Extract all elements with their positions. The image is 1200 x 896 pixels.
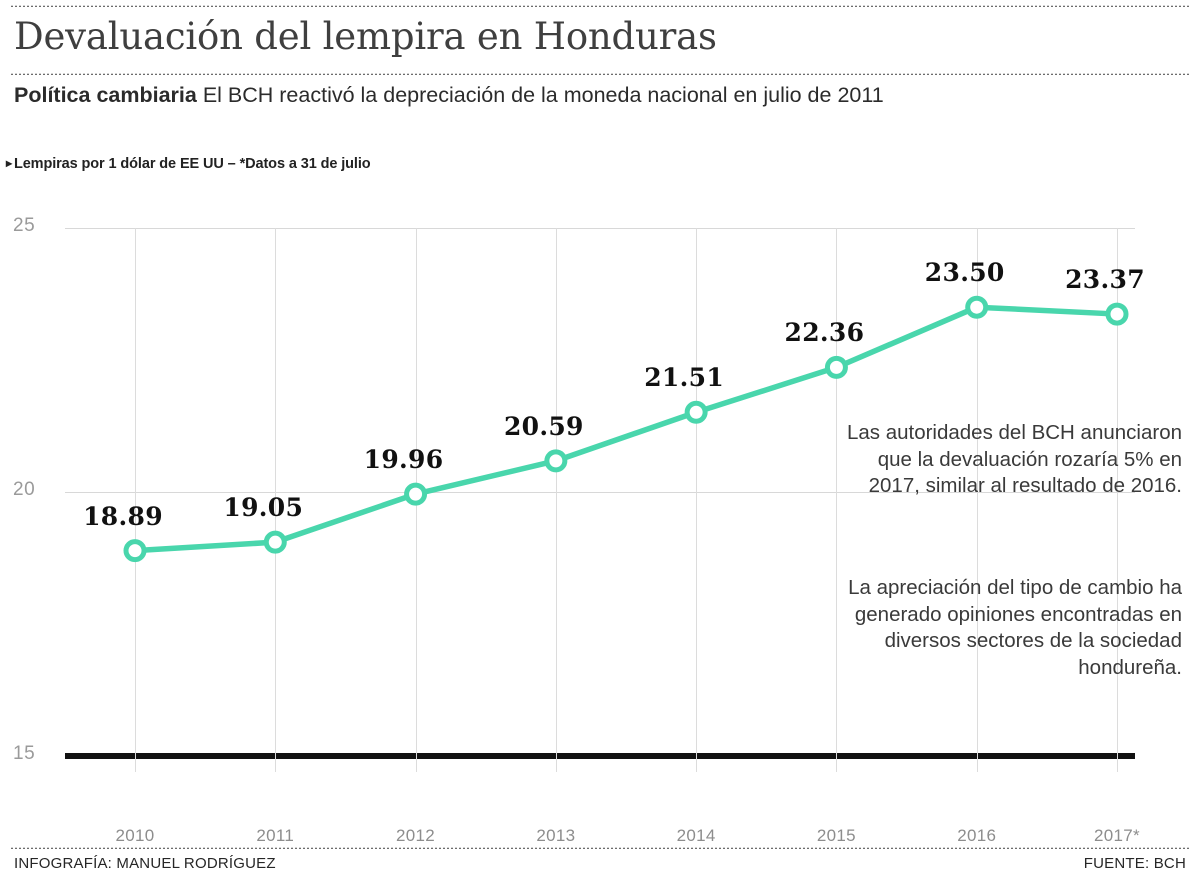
y-axis-tick-label: 20 xyxy=(13,479,36,500)
vertical-gridline xyxy=(275,228,277,772)
horizontal-gridline xyxy=(65,492,1135,493)
vertical-gridline xyxy=(135,228,136,772)
x-axis-tick-label: 2012 xyxy=(396,826,436,845)
divider-top xyxy=(10,4,1190,7)
data-point-label: 19.96 xyxy=(363,445,444,475)
x-axis-tick-label: 2010 xyxy=(115,826,155,845)
x-axis-tick-label: 2014 xyxy=(676,826,716,845)
subtitle-lead: Política cambiaria xyxy=(14,83,197,107)
x-axis-tick-label: 2016 xyxy=(957,826,997,845)
annotation-paragraph-1: Las autoridades del BCH anunciaron que l… xyxy=(846,421,1182,497)
data-point-marker xyxy=(404,482,428,506)
data-point-label: 23.50 xyxy=(924,258,1005,288)
subtitle-rest: El BCH reactivó la depreciación de la mo… xyxy=(196,83,884,107)
data-point-marker xyxy=(824,355,848,379)
data-series xyxy=(123,295,1129,563)
data-point-label: 22.36 xyxy=(784,318,865,348)
data-point-marker xyxy=(965,295,989,319)
footer-credit: INFOGRAFÍA: MANUEL RODRÍGUEZ xyxy=(14,855,276,872)
divider-footer xyxy=(10,846,1190,849)
x-axis-tick-label: 2013 xyxy=(536,826,576,845)
vertical-gridline xyxy=(976,228,978,772)
unit-note: ▸ Lempiras por 1 dólar de EE UU – *Datos … xyxy=(6,156,371,172)
page-title: Devaluación del lempira en Honduras xyxy=(14,15,717,58)
footer-source: FUENTE: BCH xyxy=(1083,855,1186,872)
data-point-label: 18.89 xyxy=(83,501,163,531)
data-point-marker xyxy=(684,400,708,424)
data-point-label: 21.51 xyxy=(644,363,725,393)
data-point-label: 23.37 xyxy=(1065,265,1145,295)
triangle-right-icon: ▸ xyxy=(6,156,12,170)
data-point-marker xyxy=(263,530,287,554)
divider-middle xyxy=(10,72,1190,75)
x-axis-tick-label: 2011 xyxy=(256,826,295,845)
x-axis-baseline xyxy=(65,753,1135,759)
vertical-gridline xyxy=(836,228,838,772)
data-point-marker xyxy=(1105,302,1129,326)
page-subtitle: Política cambiaria El BCH reactivó la de… xyxy=(14,81,884,109)
x-axis-tick-label: 2017* xyxy=(1094,826,1140,845)
vertical-gridline xyxy=(555,228,557,772)
horizontal-gridline xyxy=(65,228,1135,229)
data-point-marker xyxy=(123,539,147,563)
series-line xyxy=(132,304,1120,554)
x-axis-tick-label: 2015 xyxy=(816,826,856,845)
y-axis-tick-label: 15 xyxy=(13,743,36,764)
unit-note-text: Lempiras por 1 dólar de EE UU – *Datos a… xyxy=(13,156,371,172)
y-axis-tick-label: 25 xyxy=(13,215,36,236)
plot-area: 15 20 25 2010 2011 2012 2013 2014 2015 2016 2017* 1… xyxy=(13,215,1145,845)
data-point-label: 20.59 xyxy=(503,411,584,441)
line-chart: 15 20 25 2010 2011 2012 2013 2014 2015 2016 2017* 1… xyxy=(0,180,1200,845)
vertical-gridline xyxy=(1117,228,1118,772)
data-point-label: 19.05 xyxy=(223,493,304,523)
data-point-marker xyxy=(544,449,568,473)
vertical-gridline xyxy=(696,228,698,772)
annotation-paragraph-2: La apreciación del tipo de cambio ha gen… xyxy=(848,576,1182,679)
